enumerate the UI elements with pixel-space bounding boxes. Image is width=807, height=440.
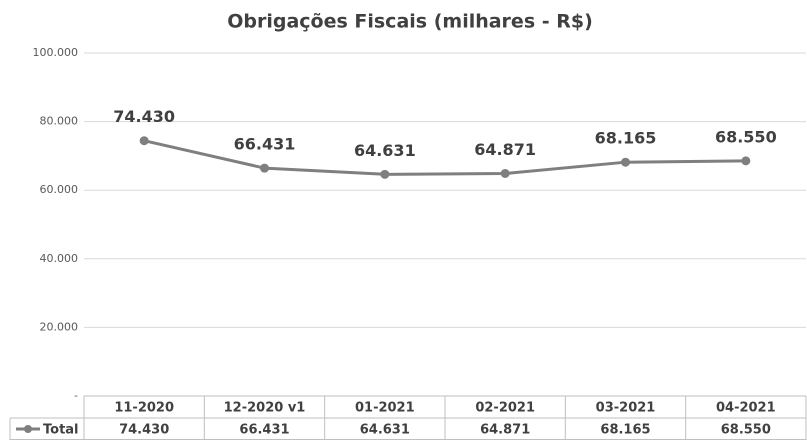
x-tick-label: 02-2021 bbox=[475, 401, 535, 416]
data-label: 64.871 bbox=[474, 140, 536, 159]
table-value: 64.871 bbox=[480, 423, 530, 438]
y-tick-label: 20.000 bbox=[40, 320, 79, 333]
table-value: 68.165 bbox=[600, 423, 650, 438]
point bbox=[139, 136, 149, 146]
y-tick-label: 100.000 bbox=[33, 46, 79, 59]
y-tick-label: - bbox=[74, 389, 78, 402]
point bbox=[260, 163, 269, 173]
chart-title: Obrigações Fiscais (milhares - R$) bbox=[227, 11, 593, 33]
table-value: 74.430 bbox=[119, 423, 169, 438]
y-tick-label: 60.000 bbox=[40, 183, 79, 196]
table-value: 66.431 bbox=[239, 423, 289, 438]
x-tick-label: 11-2020 bbox=[114, 401, 174, 416]
table-value: 64.631 bbox=[360, 423, 410, 438]
x-tick-label: 12-2020 v1 bbox=[224, 401, 306, 416]
legend-marker bbox=[24, 425, 32, 433]
point bbox=[621, 157, 630, 167]
data-label: 66.431 bbox=[234, 135, 296, 154]
y-tick-label: 40.000 bbox=[40, 252, 79, 265]
table-value: 68.550 bbox=[721, 423, 771, 438]
x-tick-label: 04-2021 bbox=[716, 401, 776, 416]
legend-label: Total bbox=[43, 423, 79, 438]
line bbox=[143, 139, 746, 176]
point bbox=[380, 169, 390, 179]
data-label: 68.165 bbox=[595, 129, 657, 148]
y-tick-label: 80.000 bbox=[40, 115, 79, 128]
x-tick-label: 01-2021 bbox=[355, 401, 415, 416]
data-label: 74.430 bbox=[113, 107, 175, 126]
point bbox=[741, 156, 751, 166]
data-label: 64.631 bbox=[354, 141, 416, 160]
x-tick-label: 03-2021 bbox=[596, 401, 656, 416]
data-label: 68.550 bbox=[715, 127, 777, 146]
point bbox=[500, 168, 510, 178]
